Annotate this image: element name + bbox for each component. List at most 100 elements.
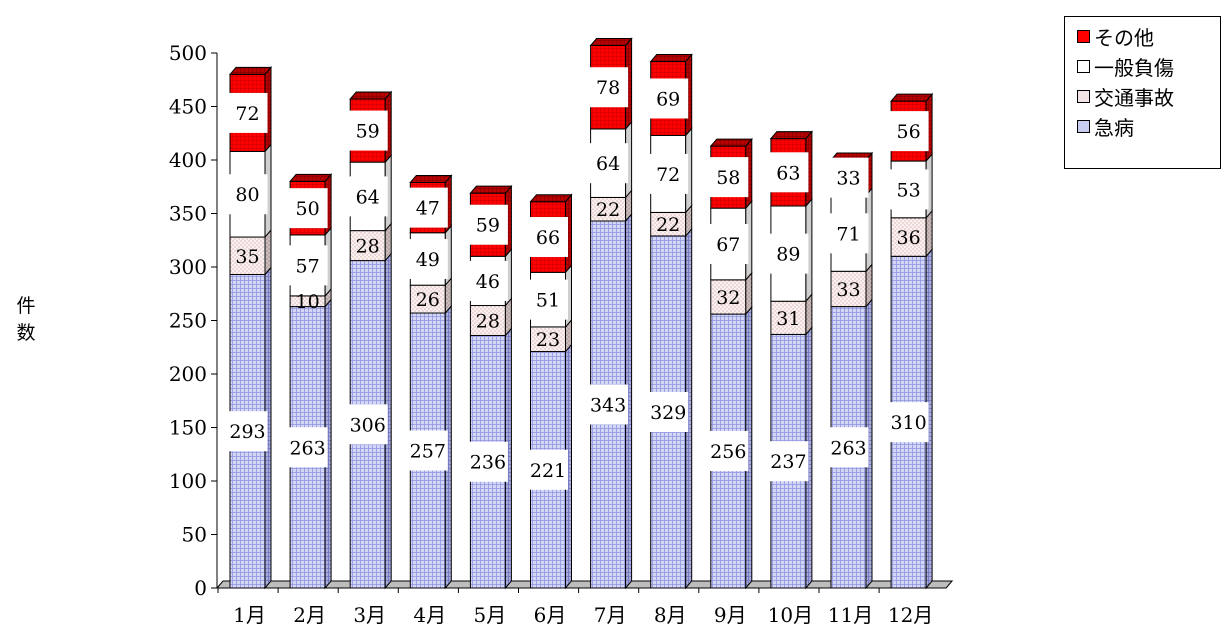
y-tick-label: 300 bbox=[169, 255, 207, 279]
data-label-traffic-accident: 28 bbox=[476, 311, 500, 333]
svg-text:10: 10 bbox=[296, 291, 320, 313]
data-label-general-injury: 49 bbox=[407, 238, 448, 279]
data-label-general-injury: 64 bbox=[588, 143, 629, 184]
y-tick-label: 450 bbox=[169, 95, 207, 119]
data-label-sudden-illness: 221 bbox=[528, 449, 568, 490]
svg-text:72: 72 bbox=[656, 164, 680, 186]
svg-text:67: 67 bbox=[716, 234, 740, 256]
svg-text:64: 64 bbox=[596, 153, 620, 175]
data-label-traffic-accident: 35 bbox=[235, 246, 259, 268]
legend-swatch-other bbox=[1077, 29, 1090, 43]
svg-text:66: 66 bbox=[536, 227, 560, 249]
svg-text:59: 59 bbox=[476, 215, 500, 237]
svg-text:47: 47 bbox=[416, 198, 440, 220]
data-label-traffic-accident: 10 bbox=[296, 291, 320, 313]
y-tick-label: 250 bbox=[169, 309, 207, 333]
x-tick-label: 5月 bbox=[474, 603, 507, 627]
svg-text:50: 50 bbox=[296, 198, 320, 220]
legend-label-sudden-illness: 急病 bbox=[1094, 115, 1134, 140]
data-label-general-injury: 67 bbox=[708, 223, 749, 264]
svg-text:80: 80 bbox=[235, 184, 259, 206]
data-label-sudden-illness: 329 bbox=[648, 391, 689, 432]
svg-text:59: 59 bbox=[356, 121, 380, 143]
data-label-sudden-illness: 343 bbox=[588, 384, 629, 425]
bar-segment-traffic-accident bbox=[770, 292, 813, 336]
svg-text:22: 22 bbox=[656, 214, 680, 236]
svg-text:221: 221 bbox=[530, 460, 566, 482]
legend-item-sudden-illness: 急病 bbox=[1065, 111, 1220, 141]
svg-text:293: 293 bbox=[229, 421, 265, 443]
data-label-general-injury: 71 bbox=[828, 213, 869, 254]
x-tick-label: 4月 bbox=[413, 603, 446, 627]
svg-text:78: 78 bbox=[596, 77, 620, 99]
svg-text:35: 35 bbox=[235, 246, 259, 268]
bar-segment-traffic-accident bbox=[590, 189, 633, 223]
chart-bars bbox=[228, 37, 934, 590]
data-label-general-injury: 57 bbox=[287, 245, 328, 286]
data-label-sudden-illness: 256 bbox=[708, 431, 749, 472]
data-label-traffic-accident: 36 bbox=[897, 227, 921, 249]
svg-text:72: 72 bbox=[235, 103, 259, 125]
bar-segment-traffic-accident bbox=[710, 271, 753, 316]
data-label-other: 69 bbox=[648, 78, 689, 119]
svg-text:263: 263 bbox=[830, 437, 866, 459]
data-label-traffic-accident: 22 bbox=[596, 199, 620, 221]
data-label-traffic-accident: 31 bbox=[776, 308, 800, 330]
legend-label-traffic-accident: 交通事故 bbox=[1094, 85, 1174, 110]
data-label-other: 33 bbox=[828, 157, 869, 198]
svg-text:56: 56 bbox=[897, 121, 921, 143]
y-tick-label: 100 bbox=[169, 469, 207, 493]
data-label-traffic-accident: 28 bbox=[356, 236, 380, 258]
x-tick-label: 9月 bbox=[714, 603, 747, 627]
svg-text:69: 69 bbox=[656, 88, 680, 110]
data-label-traffic-accident: 23 bbox=[536, 329, 560, 351]
svg-text:237: 237 bbox=[770, 451, 806, 473]
data-label-other: 59 bbox=[467, 204, 508, 245]
svg-text:329: 329 bbox=[650, 402, 686, 424]
data-label-traffic-accident: 26 bbox=[416, 289, 440, 311]
data-label-general-injury: 72 bbox=[648, 153, 689, 194]
y-tick-label: 200 bbox=[169, 362, 207, 386]
svg-text:63: 63 bbox=[776, 162, 800, 184]
x-tick-label: 10月 bbox=[768, 603, 813, 627]
svg-text:31: 31 bbox=[776, 308, 800, 330]
data-label-other: 47 bbox=[407, 187, 448, 228]
data-label-other: 59 bbox=[347, 110, 388, 151]
legend-item-traffic-accident: 交通事故 bbox=[1065, 81, 1220, 111]
svg-text:26: 26 bbox=[416, 289, 440, 311]
data-label-other: 66 bbox=[528, 217, 568, 258]
bar-segment-traffic-accident bbox=[830, 262, 873, 308]
svg-text:257: 257 bbox=[410, 441, 446, 463]
svg-text:33: 33 bbox=[836, 279, 860, 301]
legend-label-other: その他 bbox=[1094, 25, 1154, 50]
data-label-traffic-accident: 22 bbox=[656, 214, 680, 236]
svg-text:23: 23 bbox=[536, 329, 560, 351]
legend-swatch-general-injury bbox=[1077, 59, 1090, 73]
legend-label-general-injury: 一般負傷 bbox=[1094, 55, 1174, 80]
y-tick-label: 350 bbox=[169, 202, 207, 226]
x-tick-label: 2月 bbox=[293, 603, 326, 627]
svg-text:51: 51 bbox=[536, 290, 560, 312]
svg-text:57: 57 bbox=[296, 255, 320, 277]
legend-item-general-injury: 一般負傷 bbox=[1065, 51, 1220, 81]
data-label-general-injury: 46 bbox=[467, 260, 508, 301]
legend-swatch-traffic-accident bbox=[1077, 89, 1090, 103]
svg-text:33: 33 bbox=[836, 168, 860, 190]
data-label-sudden-illness: 263 bbox=[287, 427, 328, 468]
data-label-general-injury: 89 bbox=[768, 233, 809, 274]
data-label-sudden-illness: 237 bbox=[768, 441, 809, 482]
data-label-general-injury: 64 bbox=[347, 176, 388, 217]
svg-text:46: 46 bbox=[476, 271, 500, 293]
chart-legend: その他 一般負傷 交通事故 急病 bbox=[1064, 16, 1221, 169]
data-label-general-injury: 51 bbox=[528, 279, 568, 320]
data-label-other: 56 bbox=[888, 111, 929, 152]
x-tick-label: 11月 bbox=[828, 603, 873, 627]
x-tick-label: 12月 bbox=[888, 603, 933, 627]
svg-text:89: 89 bbox=[776, 244, 800, 266]
svg-text:36: 36 bbox=[897, 227, 921, 249]
data-label-sudden-illness: 310 bbox=[888, 402, 929, 443]
data-label-sudden-illness: 257 bbox=[407, 430, 448, 471]
data-label-general-injury: 53 bbox=[888, 169, 929, 210]
data-label-sudden-illness: 306 bbox=[347, 404, 388, 445]
data-label-other: 72 bbox=[227, 92, 268, 133]
